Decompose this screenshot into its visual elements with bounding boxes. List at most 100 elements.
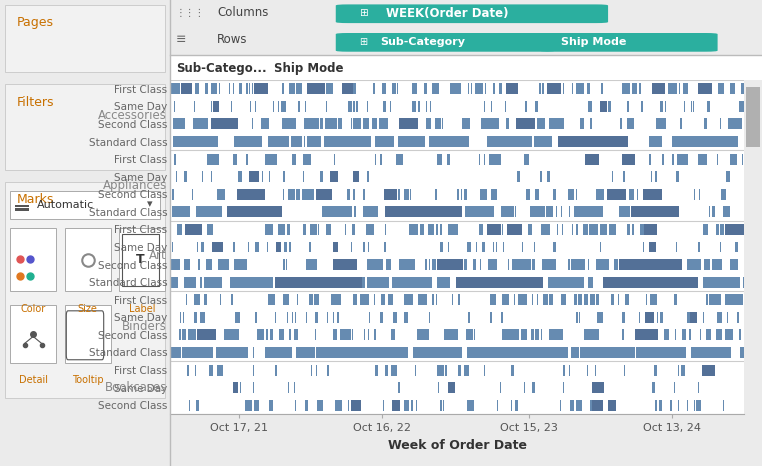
Bar: [335, 400, 342, 411]
Bar: [458, 364, 460, 376]
Bar: [532, 382, 535, 393]
Bar: [182, 347, 213, 358]
Bar: [173, 136, 218, 147]
Bar: [500, 382, 501, 393]
Bar: [265, 224, 273, 235]
Bar: [649, 241, 656, 253]
Bar: [411, 400, 413, 411]
Bar: [253, 382, 254, 393]
Bar: [328, 364, 329, 376]
Bar: [481, 118, 498, 130]
Bar: [413, 347, 448, 358]
Bar: [558, 364, 559, 376]
Bar: [216, 347, 248, 358]
Bar: [561, 206, 562, 217]
Bar: [340, 329, 351, 340]
Bar: [684, 101, 685, 112]
Bar: [448, 224, 458, 235]
Bar: [418, 295, 426, 305]
Bar: [623, 154, 636, 164]
Bar: [187, 364, 188, 376]
Bar: [172, 206, 190, 217]
Bar: [404, 312, 408, 323]
Bar: [296, 347, 315, 358]
Bar: [293, 154, 296, 164]
Bar: [682, 329, 686, 340]
Bar: [702, 136, 738, 147]
Bar: [15, 208, 29, 211]
Bar: [588, 259, 589, 270]
Bar: [174, 101, 175, 112]
Bar: [417, 329, 429, 340]
Text: Rows: Rows: [217, 33, 248, 46]
Bar: [707, 101, 710, 112]
Bar: [588, 277, 593, 288]
Bar: [501, 224, 502, 235]
Bar: [636, 347, 686, 358]
Bar: [632, 83, 638, 94]
Bar: [442, 118, 443, 130]
Bar: [737, 312, 739, 323]
Bar: [429, 136, 469, 147]
Bar: [353, 189, 355, 200]
Bar: [334, 154, 335, 164]
Bar: [288, 382, 290, 393]
Bar: [469, 312, 470, 323]
Bar: [600, 224, 607, 235]
Bar: [373, 83, 375, 94]
Bar: [299, 83, 303, 94]
Bar: [643, 224, 644, 235]
Bar: [542, 224, 549, 235]
Bar: [393, 312, 396, 323]
Bar: [284, 241, 287, 253]
Bar: [716, 329, 722, 340]
Bar: [699, 189, 700, 200]
Bar: [229, 277, 273, 288]
Bar: [251, 118, 253, 130]
Bar: [639, 83, 641, 94]
Bar: [232, 154, 237, 164]
Bar: [645, 224, 658, 235]
Bar: [562, 224, 563, 235]
Bar: [506, 83, 518, 94]
Bar: [532, 259, 536, 270]
Bar: [191, 189, 193, 200]
Bar: [172, 189, 174, 200]
Bar: [235, 312, 240, 323]
Bar: [494, 241, 495, 253]
Bar: [275, 277, 361, 288]
Bar: [700, 329, 702, 340]
Bar: [584, 329, 599, 340]
Bar: [693, 101, 694, 112]
Bar: [234, 259, 238, 270]
Bar: [388, 295, 393, 305]
Bar: [719, 224, 724, 235]
Text: WEEK(Order Date): WEEK(Order Date): [386, 7, 508, 20]
Bar: [672, 154, 674, 164]
Bar: [702, 364, 715, 376]
Bar: [239, 259, 248, 270]
Bar: [490, 295, 496, 305]
Bar: [655, 171, 657, 182]
Bar: [444, 329, 458, 340]
Bar: [245, 400, 251, 411]
Bar: [445, 364, 447, 376]
Bar: [395, 83, 396, 94]
Bar: [717, 312, 722, 323]
Bar: [693, 400, 695, 411]
Bar: [177, 224, 182, 235]
Bar: [591, 382, 604, 393]
Bar: [530, 224, 533, 235]
Bar: [186, 295, 187, 305]
Bar: [738, 101, 744, 112]
Bar: [618, 295, 619, 305]
Bar: [730, 83, 735, 94]
Bar: [440, 224, 442, 235]
Bar: [189, 400, 190, 411]
Bar: [348, 101, 351, 112]
Bar: [385, 364, 388, 376]
Bar: [648, 118, 649, 130]
Bar: [207, 154, 219, 164]
Bar: [515, 206, 517, 217]
Bar: [255, 101, 256, 112]
